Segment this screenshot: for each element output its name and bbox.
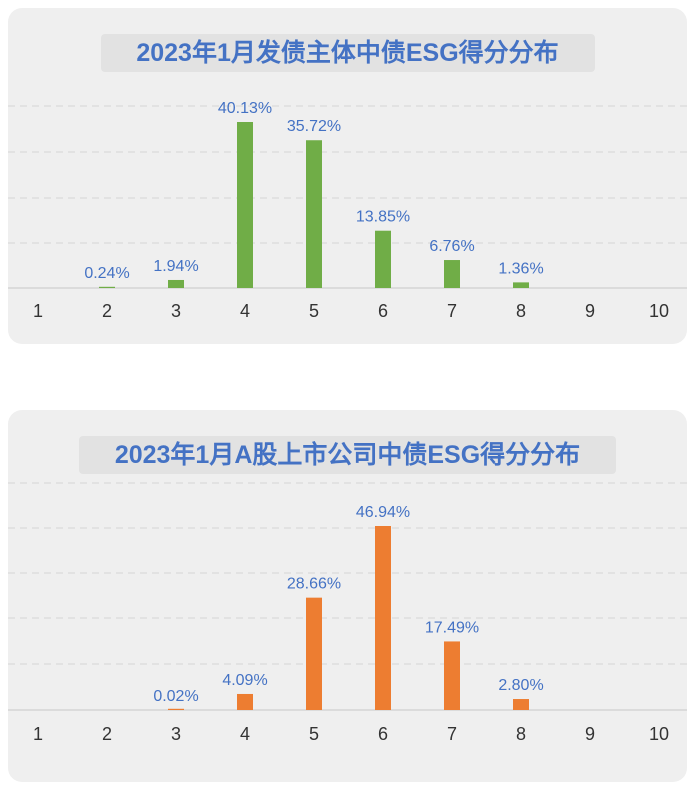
bar-2 <box>99 286 115 288</box>
data-label-6: 46.94% <box>356 504 410 521</box>
chart-title-issuers: 2023年1月发债主体中债ESG得分分布 <box>100 34 595 72</box>
bar-5 <box>306 597 322 710</box>
x-tick-label-4: 4 <box>240 301 250 321</box>
data-label-4: 40.13% <box>218 100 272 117</box>
data-label-7: 17.49% <box>425 619 479 636</box>
bar-chart-a-share: 1 2 0.02% 3 4.09% 4 28.66% 5 46.94% 6 17.49% 7 2.80%… <box>8 482 687 744</box>
x-tick-label-6: 6 <box>378 301 388 321</box>
x-tick-label-9: 9 <box>585 301 595 321</box>
bar-4 <box>237 693 253 710</box>
x-tick-label-9: 9 <box>585 724 595 744</box>
x-tick-label-10: 10 <box>649 301 669 321</box>
bar-6 <box>375 526 391 710</box>
bar-8 <box>513 282 529 288</box>
data-label-8: 1.36% <box>498 260 543 277</box>
x-tick-label-5: 5 <box>309 301 319 321</box>
bar-4 <box>237 122 253 288</box>
x-tick-label-2: 2 <box>102 724 112 744</box>
bar-chart-issuers: 1 0.24% 2 1.94% 3 40.13% 4 35.72% 5 13.85% 6 6.76% 7… <box>8 100 687 321</box>
x-tick-label-4: 4 <box>240 724 250 744</box>
x-tick-label-1: 1 <box>33 301 43 321</box>
bar-7 <box>444 260 460 288</box>
x-tick-label-7: 7 <box>447 301 457 321</box>
x-tick-label-5: 5 <box>309 724 319 744</box>
bar-3 <box>168 279 184 288</box>
x-tick-label-7: 7 <box>447 724 457 744</box>
data-label-6: 13.85% <box>356 209 410 226</box>
data-label-8: 2.80% <box>498 677 543 694</box>
x-tick-label-8: 8 <box>516 301 526 321</box>
chart-panel-a-share: 2023年1月A股上市公司中债ESG得分分布 1 2 0.02% 3 4.09% 4 28.… <box>8 410 687 782</box>
x-tick-label-3: 3 <box>171 724 181 744</box>
bar-6 <box>375 230 391 288</box>
x-tick-label-2: 2 <box>102 301 112 321</box>
bar-8 <box>513 699 529 710</box>
bar-5 <box>306 140 322 288</box>
x-tick-label-1: 1 <box>33 724 43 744</box>
bar-3 <box>168 708 184 710</box>
chart-title-a-share: 2023年1月A股上市公司中债ESG得分分布 <box>79 436 616 474</box>
x-tick-label-10: 10 <box>649 724 669 744</box>
chart-panel-issuers: 2023年1月发债主体中债ESG得分分布 1 0.24% 2 1.94% 3 40.13%… <box>8 8 687 344</box>
x-tick-label-6: 6 <box>378 724 388 744</box>
data-label-3: 1.94% <box>153 258 198 275</box>
bar-7 <box>444 641 460 710</box>
data-label-4: 4.09% <box>222 672 267 689</box>
data-label-3: 0.02% <box>153 688 198 705</box>
data-label-7: 6.76% <box>429 238 474 255</box>
x-tick-label-8: 8 <box>516 724 526 744</box>
data-label-5: 35.72% <box>287 118 341 135</box>
data-label-2: 0.24% <box>84 265 129 282</box>
x-tick-label-3: 3 <box>171 301 181 321</box>
data-label-5: 28.66% <box>287 576 341 593</box>
